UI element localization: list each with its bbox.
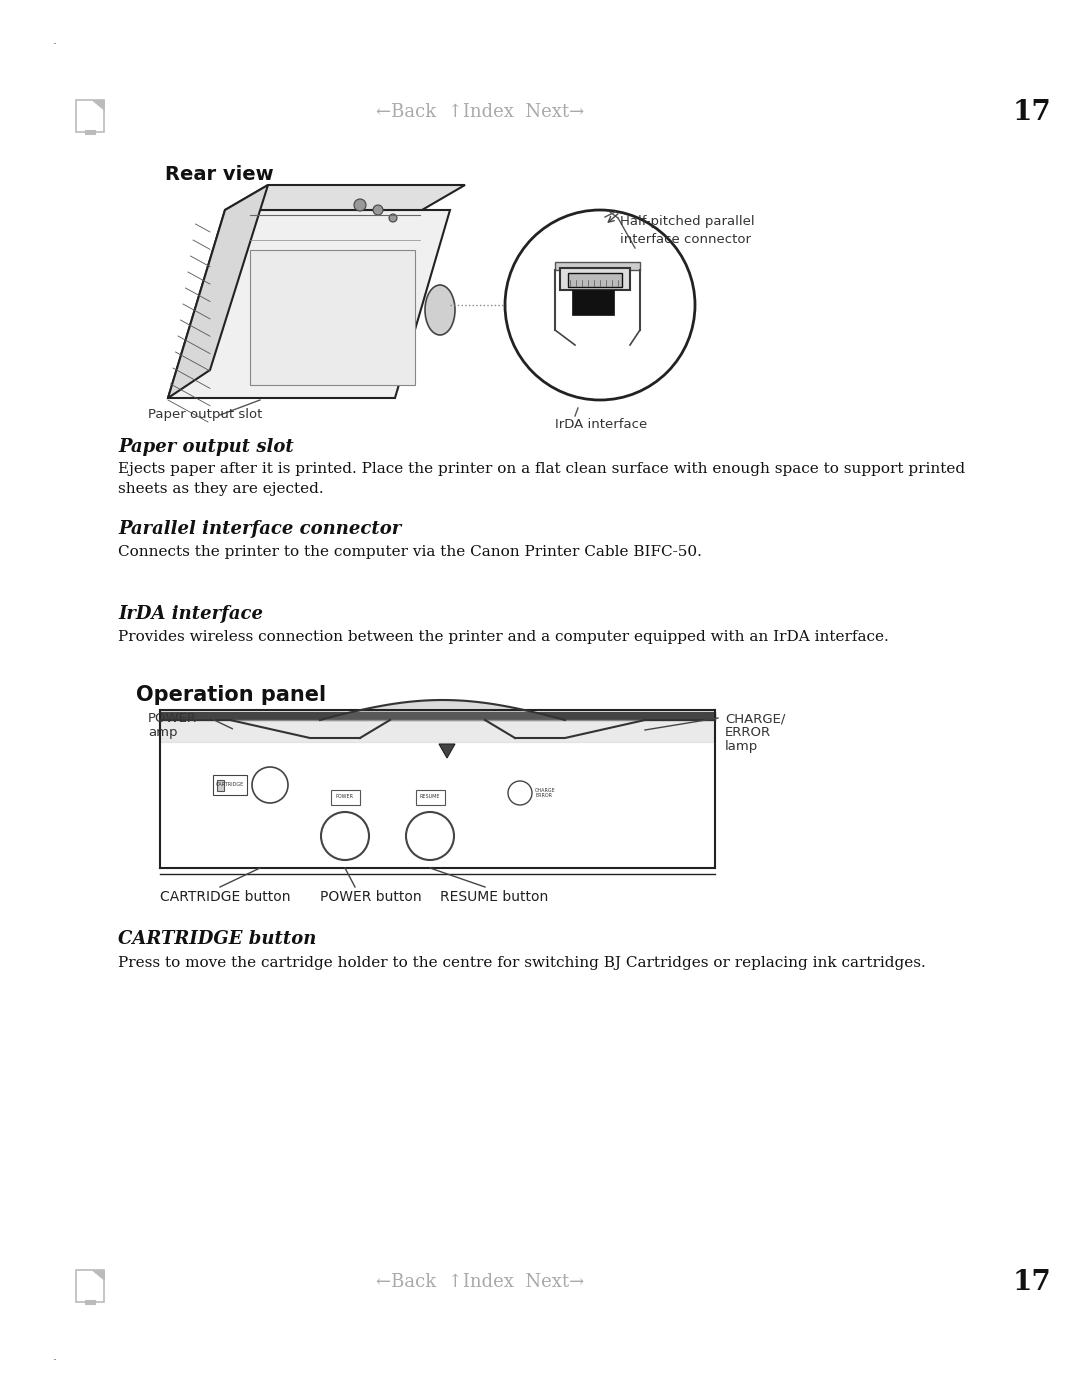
Text: ERROR: ERROR xyxy=(725,726,771,739)
Text: CARTRIDGE button: CARTRIDGE button xyxy=(160,890,291,904)
Text: POWER button: POWER button xyxy=(320,890,421,904)
Text: IrDA interface: IrDA interface xyxy=(555,418,647,432)
Circle shape xyxy=(354,198,366,211)
Bar xyxy=(568,272,622,286)
Text: amp: amp xyxy=(148,726,177,739)
Text: Ejects paper after it is printed. Place the printer on a flat clean surface with: Ejects paper after it is printed. Place … xyxy=(118,462,966,476)
Text: Connects the printer to the computer via the Canon Printer Cable BIFC-50.: Connects the printer to the computer via… xyxy=(118,545,702,559)
FancyBboxPatch shape xyxy=(76,1270,104,1302)
Text: RESUME button: RESUME button xyxy=(440,890,549,904)
Text: Rear view: Rear view xyxy=(165,165,273,184)
Text: Operation panel: Operation panel xyxy=(136,685,326,705)
Circle shape xyxy=(321,812,369,861)
Text: RESUME: RESUME xyxy=(420,795,441,799)
Ellipse shape xyxy=(426,285,455,335)
Polygon shape xyxy=(168,210,450,398)
Text: .: . xyxy=(53,1351,57,1363)
Circle shape xyxy=(389,214,397,222)
Text: CHARGE/: CHARGE/ xyxy=(725,712,785,725)
Text: ←Back  ↑Index  Next→: ←Back ↑Index Next→ xyxy=(376,103,584,122)
Text: Provides wireless connection between the printer and a computer equipped with an: Provides wireless connection between the… xyxy=(118,630,889,644)
Circle shape xyxy=(373,205,383,215)
FancyBboxPatch shape xyxy=(216,780,224,791)
Text: interface connector: interface connector xyxy=(620,233,751,246)
FancyBboxPatch shape xyxy=(76,101,104,131)
Text: .: . xyxy=(53,34,57,46)
Polygon shape xyxy=(225,184,465,210)
Polygon shape xyxy=(92,1270,104,1280)
Text: CARTRIDGE: CARTRIDGE xyxy=(216,782,244,788)
Text: 17: 17 xyxy=(1013,99,1051,126)
Bar xyxy=(572,291,615,314)
Bar xyxy=(85,130,95,134)
FancyBboxPatch shape xyxy=(416,789,445,805)
Polygon shape xyxy=(438,745,455,759)
Polygon shape xyxy=(249,250,415,386)
Text: CARTRIDGE button: CARTRIDGE button xyxy=(118,930,316,949)
Circle shape xyxy=(252,767,288,803)
Text: sheets as they are ejected.: sheets as they are ejected. xyxy=(118,482,324,496)
Bar xyxy=(561,268,630,291)
Polygon shape xyxy=(92,101,104,110)
Bar xyxy=(555,263,640,270)
Text: Half-pitched parallel: Half-pitched parallel xyxy=(620,215,755,228)
Circle shape xyxy=(508,781,532,805)
Text: POWER: POWER xyxy=(336,795,354,799)
Text: 17: 17 xyxy=(1013,1268,1051,1295)
Text: CHARGE
ERROR: CHARGE ERROR xyxy=(535,788,556,799)
Polygon shape xyxy=(168,184,268,398)
Text: IrDA interface: IrDA interface xyxy=(118,605,264,623)
Circle shape xyxy=(406,812,454,861)
Text: lamp: lamp xyxy=(725,740,758,753)
Circle shape xyxy=(505,210,696,400)
Text: Parallel interface connector: Parallel interface connector xyxy=(118,520,402,538)
Text: ←Back  ↑Index  Next→: ←Back ↑Index Next→ xyxy=(376,1273,584,1291)
FancyBboxPatch shape xyxy=(330,789,360,805)
FancyBboxPatch shape xyxy=(213,775,247,795)
Bar xyxy=(85,1301,95,1303)
Text: Paper output slot: Paper output slot xyxy=(148,408,262,420)
Text: Press to move the cartridge holder to the centre for switching BJ Cartridges or : Press to move the cartridge holder to th… xyxy=(118,956,926,970)
Text: Paper output slot: Paper output slot xyxy=(118,439,294,455)
Text: POWER: POWER xyxy=(148,712,197,725)
